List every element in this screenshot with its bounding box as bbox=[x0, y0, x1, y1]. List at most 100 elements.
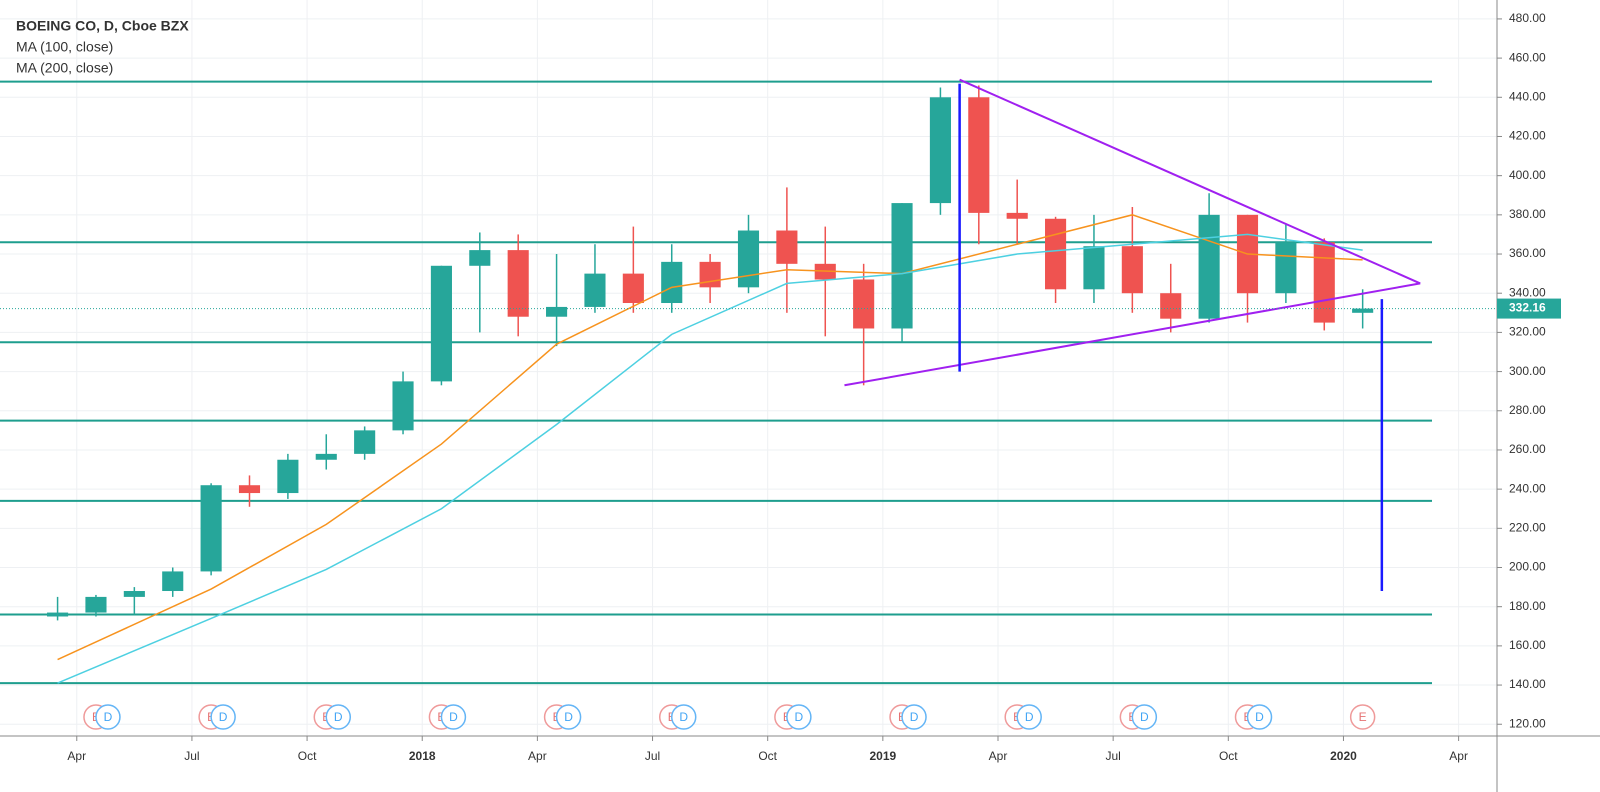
candle-body bbox=[1006, 212, 1028, 219]
y-tick-label: 140.00 bbox=[1509, 677, 1546, 691]
candle-body bbox=[661, 261, 683, 304]
event-marker bbox=[555, 704, 582, 730]
candle-body bbox=[392, 381, 414, 431]
legend-entry: MA (100, close) bbox=[16, 39, 113, 55]
legend-entry: MA (200, close) bbox=[16, 60, 113, 76]
event-marker bbox=[210, 704, 236, 730]
x-tick-label: Oct bbox=[758, 749, 777, 763]
event-label: D bbox=[910, 710, 919, 724]
candle-body bbox=[315, 453, 337, 460]
event-label: D bbox=[1025, 710, 1034, 724]
x-tick-label: Apr bbox=[67, 749, 86, 763]
y-tick-label: 400.00 bbox=[1509, 168, 1546, 182]
event-marker bbox=[1131, 704, 1158, 730]
x-tick-label: Jul bbox=[184, 749, 199, 763]
event-label: D bbox=[334, 710, 343, 724]
y-tick-label: 300.00 bbox=[1509, 364, 1546, 378]
event-label: D bbox=[1140, 710, 1149, 724]
x-tick-label: Apr bbox=[528, 749, 547, 763]
y-tick-label: 360.00 bbox=[1509, 246, 1546, 260]
x-tick-label: Oct bbox=[298, 749, 317, 763]
event-marker bbox=[670, 704, 697, 730]
candle-body bbox=[1198, 214, 1220, 319]
trend-line bbox=[959, 78, 1421, 285]
event-marker bbox=[325, 704, 352, 730]
y-tick-label: 160.00 bbox=[1509, 638, 1546, 652]
candle-body bbox=[1083, 246, 1105, 290]
candle-body bbox=[1121, 246, 1143, 294]
trend-line bbox=[844, 282, 1421, 387]
candle-body bbox=[469, 250, 491, 266]
x-tick-label: Jul bbox=[1105, 749, 1120, 763]
y-tick-label: 200.00 bbox=[1509, 560, 1546, 574]
candle-body bbox=[546, 306, 568, 317]
event-label: D bbox=[1255, 710, 1264, 724]
candle-body bbox=[507, 250, 529, 317]
event-marker bbox=[95, 704, 121, 730]
candle-body bbox=[1352, 308, 1374, 313]
candle-body bbox=[737, 230, 760, 288]
x-tick-label: Apr bbox=[989, 749, 1008, 763]
last-price-label: 332.16 bbox=[1509, 301, 1546, 315]
candle-body bbox=[776, 230, 798, 264]
candle-body bbox=[929, 97, 951, 204]
y-tick-label: 120.00 bbox=[1509, 716, 1546, 730]
candle-body bbox=[123, 591, 145, 597]
candle-body bbox=[699, 261, 721, 288]
event-marker bbox=[1246, 704, 1273, 730]
event-label: D bbox=[449, 710, 458, 724]
x-tick-label: 2020 bbox=[1330, 749, 1357, 763]
chart-title: BOEING CO, D, Cboe BZX bbox=[16, 18, 189, 34]
x-tick-label: Apr bbox=[1449, 749, 1468, 763]
x-tick-label: Oct bbox=[1219, 749, 1238, 763]
y-tick-label: 240.00 bbox=[1509, 481, 1546, 495]
event-marker bbox=[901, 704, 927, 730]
ma-line bbox=[57, 214, 1363, 661]
candle-body bbox=[354, 430, 376, 454]
event-label: D bbox=[104, 710, 113, 724]
candle-body bbox=[85, 596, 107, 613]
event-label: D bbox=[679, 710, 688, 724]
x-tick-label: Jul bbox=[645, 749, 660, 763]
y-tick-label: 460.00 bbox=[1509, 50, 1546, 64]
y-tick-label: 180.00 bbox=[1509, 599, 1546, 613]
candle-body bbox=[1275, 242, 1297, 294]
axes: 120.00 140.00 160.00 180.00 200.00 220.00 240.… bbox=[67, 11, 1561, 763]
y-tick-label: 340.00 bbox=[1509, 285, 1546, 299]
y-tick-label: 480.00 bbox=[1509, 11, 1546, 25]
event-marker bbox=[440, 704, 467, 730]
last-price-tag bbox=[1497, 298, 1561, 319]
candle-body bbox=[853, 279, 875, 329]
y-tick-label: 320.00 bbox=[1509, 325, 1546, 339]
candle-body bbox=[162, 571, 184, 592]
x-tick-label: 2018 bbox=[409, 749, 436, 763]
candle-body bbox=[968, 97, 990, 213]
x-tick-label: 2019 bbox=[869, 749, 896, 763]
event-label: D bbox=[219, 710, 228, 724]
y-tick-label: 380.00 bbox=[1509, 207, 1546, 221]
candle-body bbox=[1160, 293, 1182, 319]
candle-body bbox=[622, 273, 644, 304]
candle-body bbox=[238, 485, 261, 494]
plot: EDEDEDEDEDEDEDEDEDEDEDE bbox=[0, 78, 1497, 730]
candle-body bbox=[200, 485, 222, 572]
candle-body bbox=[584, 273, 606, 307]
candle-body bbox=[47, 612, 69, 617]
y-tick-label: 420.00 bbox=[1509, 129, 1546, 143]
event-label: D bbox=[564, 710, 573, 724]
event-marker bbox=[1016, 704, 1042, 730]
y-tick-label: 280.00 bbox=[1509, 403, 1546, 417]
event-label: D bbox=[795, 710, 804, 724]
y-tick-label: 260.00 bbox=[1509, 442, 1546, 456]
event-label: E bbox=[1359, 710, 1367, 724]
event-marker bbox=[1349, 704, 1376, 730]
y-tick-label: 440.00 bbox=[1509, 89, 1546, 103]
candle-body bbox=[1045, 218, 1067, 290]
y-tick-label: 220.00 bbox=[1509, 520, 1546, 534]
candle-body bbox=[891, 203, 913, 329]
event-marker bbox=[786, 704, 812, 730]
candle-body bbox=[430, 265, 452, 382]
